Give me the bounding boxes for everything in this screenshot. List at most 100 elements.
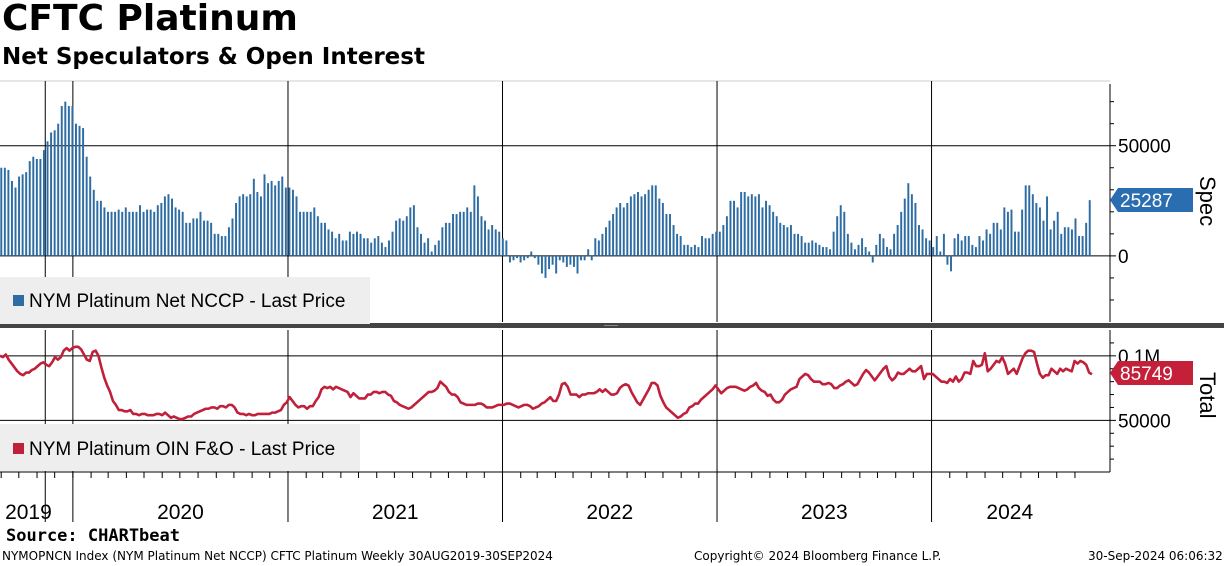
spec-bar bbox=[718, 231, 721, 256]
spec-bar bbox=[793, 233, 796, 256]
spec-bar bbox=[551, 255, 554, 265]
spec-bar bbox=[633, 194, 636, 256]
index-info: NYMOPNCN Index (NYM Platinum Net NCCP) C… bbox=[2, 549, 553, 563]
spec-bar bbox=[789, 225, 792, 256]
spec-bar bbox=[71, 106, 74, 256]
spec-bar bbox=[242, 194, 245, 256]
spec-bar bbox=[896, 225, 899, 256]
spec-bar bbox=[366, 238, 369, 256]
spec-bar bbox=[341, 240, 344, 256]
spec-bar bbox=[797, 233, 800, 256]
spec-bar bbox=[597, 240, 600, 256]
spec-bar bbox=[345, 240, 348, 256]
spec-bar bbox=[715, 231, 718, 256]
oi-legend-swatch bbox=[13, 443, 24, 454]
spec-bar bbox=[131, 211, 134, 256]
spec-bar bbox=[53, 130, 56, 256]
spec-bar bbox=[444, 222, 447, 256]
spec-bar bbox=[953, 238, 956, 256]
spec-bar bbox=[85, 156, 88, 256]
spec-bar bbox=[861, 238, 864, 256]
spec-bar bbox=[839, 205, 842, 256]
spec-bar bbox=[985, 229, 988, 256]
spec-bar bbox=[893, 233, 896, 256]
spec-bar bbox=[516, 255, 519, 259]
spec-bar bbox=[256, 191, 259, 256]
spec-bar bbox=[135, 211, 138, 256]
spec-bar bbox=[590, 255, 593, 261]
spec-bar bbox=[395, 220, 398, 256]
oi-line-series bbox=[0, 345, 1093, 421]
spec-bar bbox=[153, 211, 156, 256]
spec-bar bbox=[14, 187, 17, 256]
spec-bar bbox=[626, 203, 629, 256]
oi-tick-label: 50000 bbox=[1118, 411, 1171, 432]
spec-bar bbox=[615, 207, 618, 256]
spec-bar bbox=[832, 231, 835, 256]
oi-line bbox=[0, 345, 1093, 421]
spec-bar bbox=[942, 233, 945, 256]
spec-bar bbox=[320, 222, 323, 256]
spec-bar bbox=[519, 255, 522, 263]
spec-axis-title: Spec bbox=[1195, 176, 1220, 226]
spec-bar bbox=[604, 227, 607, 256]
spec-bar bbox=[1060, 233, 1063, 256]
spec-bar bbox=[1024, 185, 1027, 256]
spec-bar bbox=[967, 236, 970, 256]
spec-bar bbox=[601, 233, 604, 256]
spec-bar bbox=[384, 247, 387, 256]
spec-bar bbox=[804, 242, 807, 256]
spec-bar bbox=[530, 251, 533, 256]
spec-bar bbox=[921, 229, 924, 256]
spec-bar bbox=[704, 238, 707, 256]
spec-bar bbox=[647, 189, 650, 256]
spec-bar bbox=[156, 205, 159, 256]
spec-bar bbox=[128, 211, 131, 256]
spec-bar bbox=[235, 203, 238, 256]
spec-bar bbox=[363, 238, 366, 256]
spec-bar bbox=[121, 211, 124, 256]
spec-bar bbox=[107, 211, 109, 256]
spec-bar bbox=[811, 240, 814, 256]
spec-bar bbox=[1074, 218, 1077, 256]
timestamp: 30-Sep-2024 06:06:32 bbox=[1088, 549, 1223, 563]
spec-bar bbox=[526, 255, 529, 259]
spec-bar bbox=[654, 185, 657, 256]
spec-bar bbox=[480, 216, 483, 256]
spec-bar bbox=[75, 123, 77, 256]
spec-bar bbox=[291, 189, 294, 256]
spec-bar bbox=[174, 207, 177, 256]
spec-bar bbox=[843, 211, 846, 256]
spec-bar bbox=[946, 255, 949, 265]
spec-bar bbox=[146, 209, 149, 256]
spec-bar bbox=[195, 218, 198, 256]
spec-bar bbox=[950, 255, 952, 272]
spec-bar bbox=[878, 233, 881, 256]
spec-bar bbox=[423, 242, 426, 256]
total-axis-title: Total bbox=[1195, 372, 1220, 418]
spec-bar bbox=[658, 198, 661, 256]
spec-bar bbox=[220, 236, 223, 256]
spec-bar bbox=[1042, 220, 1045, 256]
spec-bar bbox=[928, 240, 931, 256]
spec-bar bbox=[555, 255, 558, 274]
spec-bar bbox=[637, 191, 639, 256]
spec-bar bbox=[1049, 229, 1052, 256]
spec-bar bbox=[249, 194, 252, 256]
spec-bar bbox=[448, 222, 451, 256]
spec-bar bbox=[693, 244, 696, 256]
spec-bar bbox=[999, 229, 1002, 256]
spec-bar bbox=[853, 249, 856, 256]
spec-bar bbox=[167, 194, 170, 256]
spec-bar bbox=[725, 216, 728, 256]
spec-bar bbox=[640, 196, 643, 256]
spec-bar bbox=[373, 238, 376, 256]
spec-bar bbox=[508, 255, 511, 263]
spec-legend: NYM Platinum Net NCCP - Last Price bbox=[0, 277, 370, 324]
spec-bar bbox=[960, 240, 963, 256]
spec-bar bbox=[405, 216, 408, 256]
spec-bar bbox=[537, 255, 540, 265]
spec-bar bbox=[124, 207, 127, 256]
